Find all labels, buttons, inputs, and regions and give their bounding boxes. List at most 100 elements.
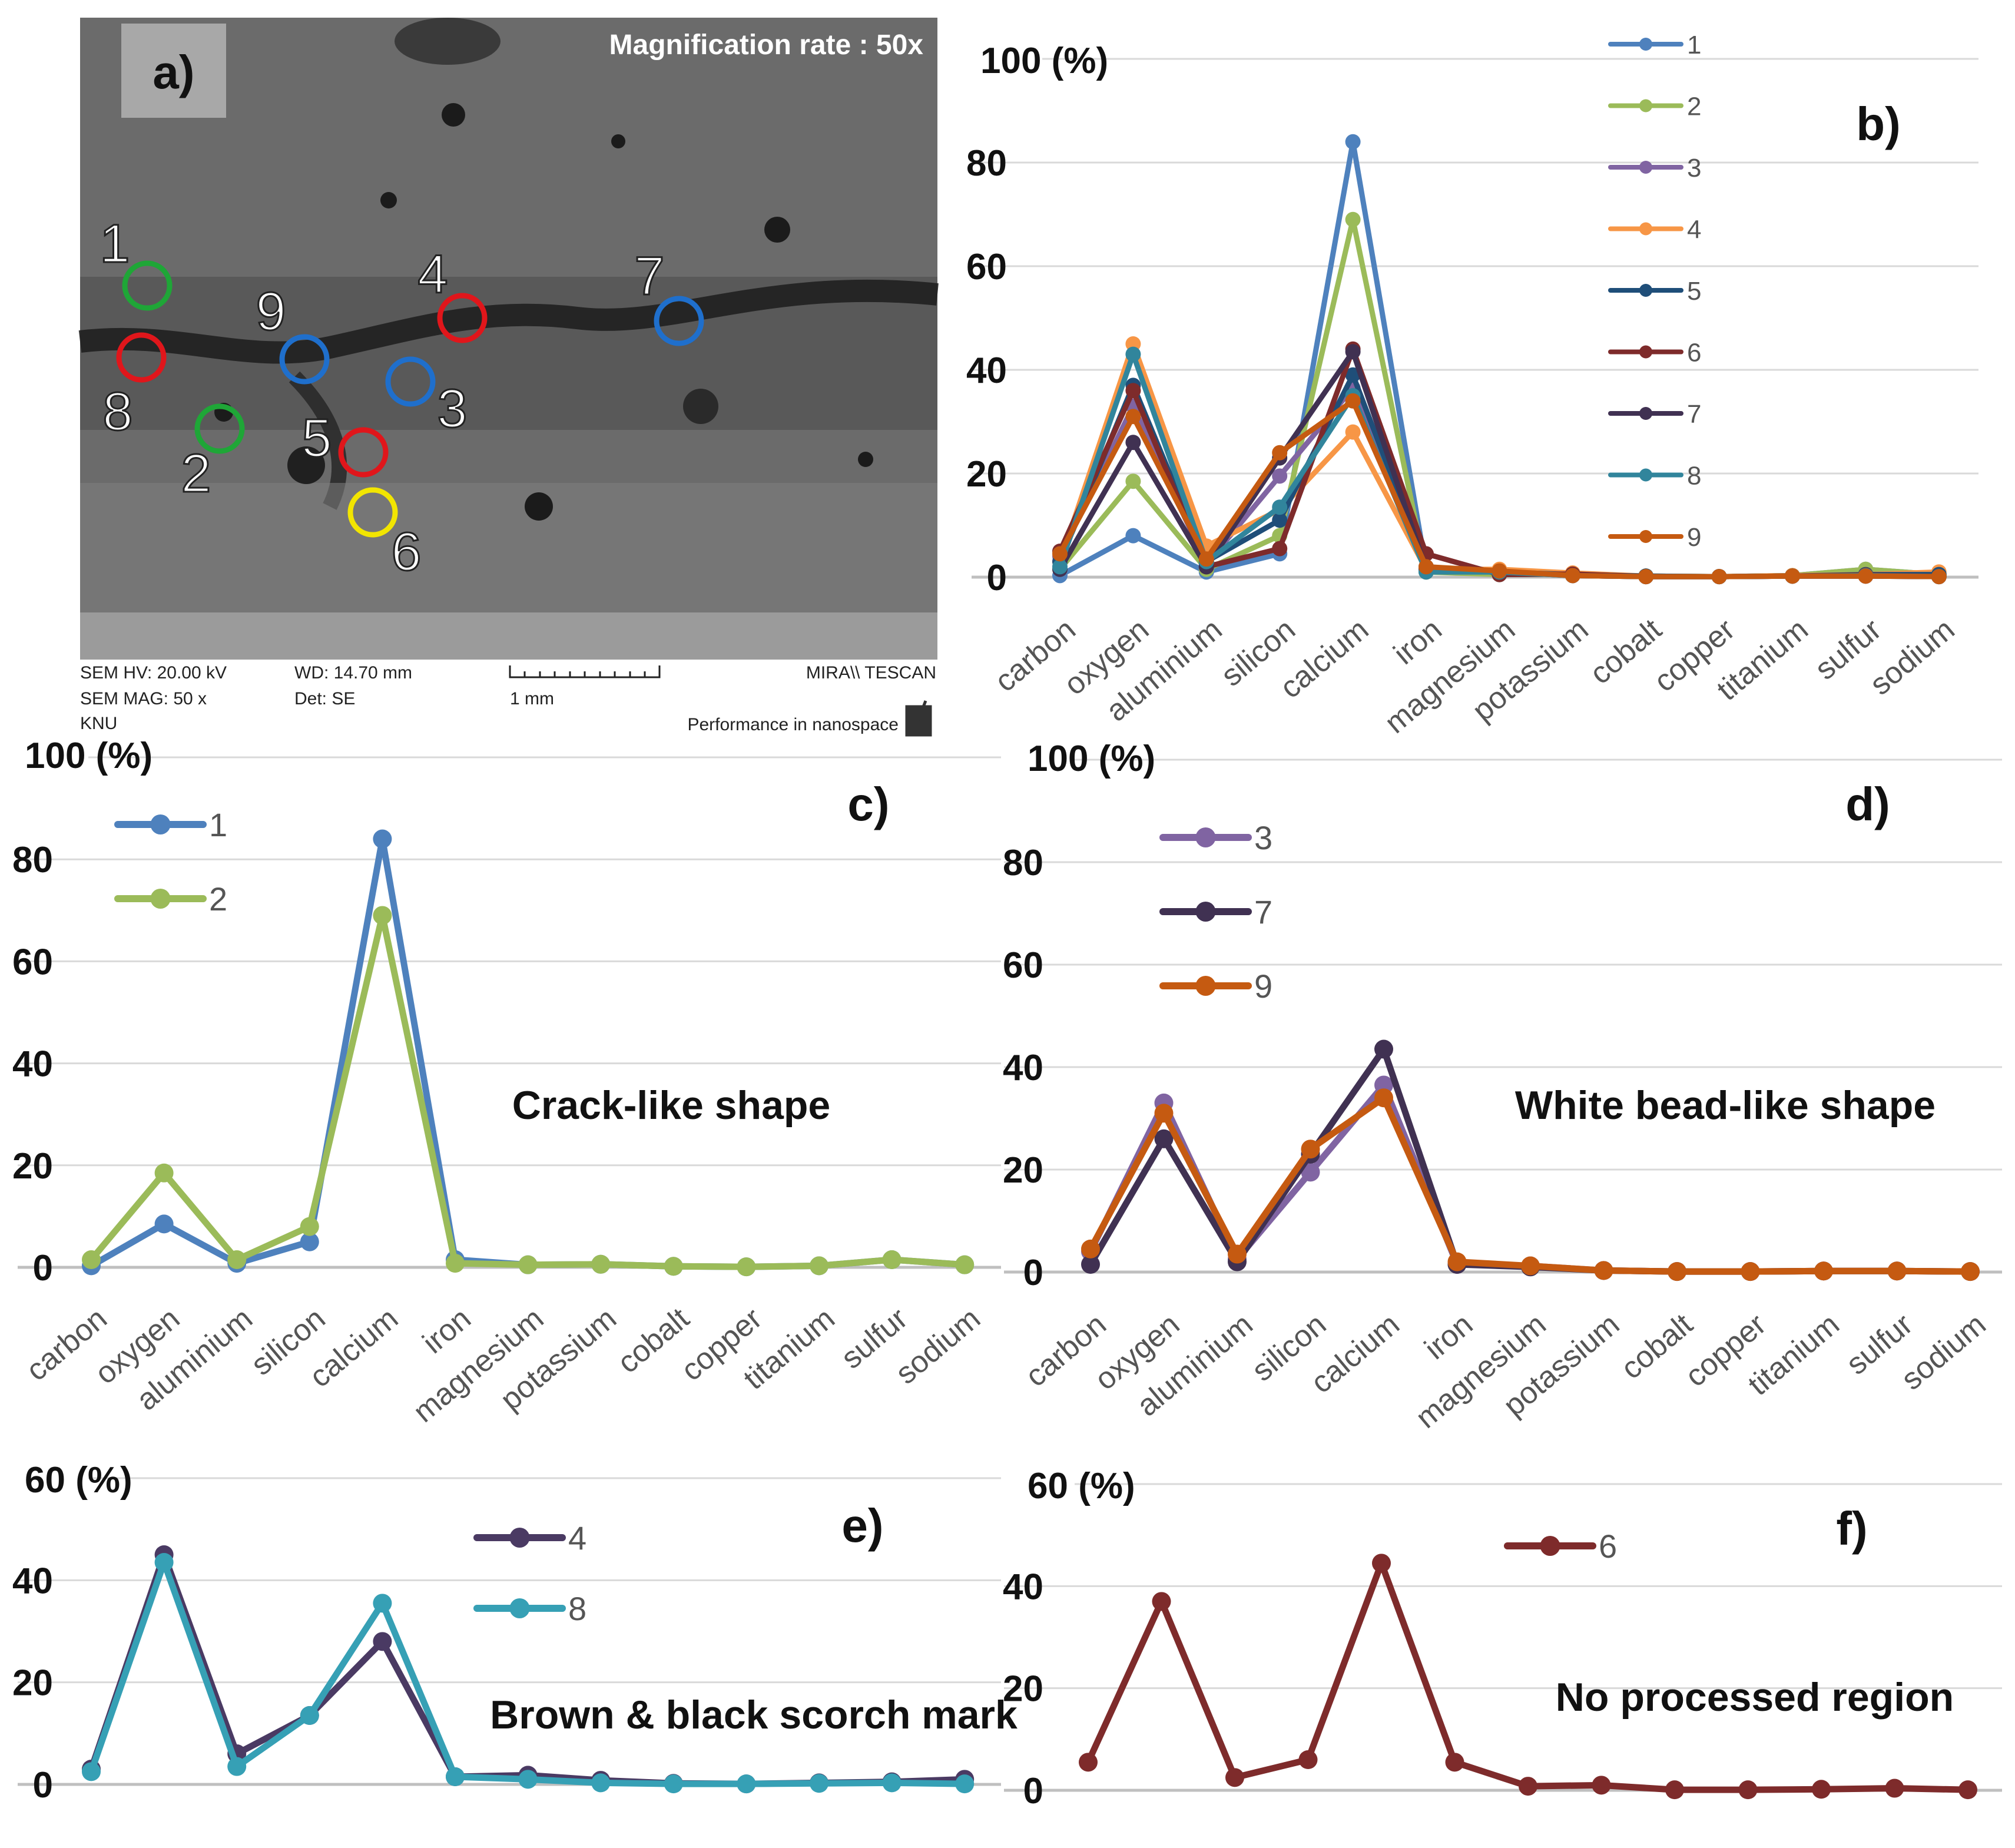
sem-point-label: 4 (417, 244, 448, 304)
sem-point-marker-8 (116, 332, 167, 383)
panel-label-e: e) (841, 1499, 883, 1552)
data-point-2-sodium (955, 1255, 975, 1274)
y-tick-label: 80 (1003, 843, 1043, 883)
data-point-7-calcium (1345, 344, 1361, 360)
data-point-9-carbon (1052, 546, 1068, 562)
data-point-2-cobalt (664, 1257, 683, 1276)
panel-label-d: d) (1845, 778, 1890, 830)
series-line-4 (88, 1551, 965, 1787)
data-point-8-titanium (810, 1774, 828, 1793)
data-point-5-silicon (1272, 512, 1288, 528)
data-point-9-calcium (1374, 1088, 1393, 1108)
data-point-8-silicon (300, 1706, 319, 1725)
data-point-7-carbon (1081, 1254, 1100, 1274)
sem-info-bar (80, 660, 937, 742)
y-tick-label: 40 (12, 1044, 53, 1085)
legend-label-8: 8 (1687, 461, 1701, 490)
y-tick-label: 0 (1023, 1771, 1043, 1811)
sem-point-label: 8 (102, 382, 132, 442)
data-point-2-titanium (810, 1256, 828, 1276)
data-point-2-potassium (591, 1254, 611, 1274)
legend-marker-3 (1195, 827, 1216, 847)
legend-marker-4 (1639, 222, 1652, 236)
legend-label-3: 3 (1254, 819, 1272, 856)
data-point-1-silicon (300, 1232, 319, 1251)
data-point-6-cobalt (1665, 1780, 1684, 1800)
y-tick-label: 0 (33, 1248, 53, 1289)
sem-point-marker-2 (194, 403, 245, 454)
data-point-9-carbon (1081, 1239, 1100, 1259)
y-axis-label: 100 (%) (980, 41, 1108, 81)
y-tick-label: 80 (966, 143, 1007, 184)
chart-annotation: Crack-like shape (512, 1083, 831, 1128)
y-tick-label: 20 (1003, 1150, 1043, 1191)
legend-label-6: 6 (1599, 1528, 1617, 1565)
data-point-9-iron (1447, 1252, 1467, 1271)
data-point-1-oxygen (154, 1214, 174, 1234)
data-point-9-silicon (1272, 445, 1288, 461)
data-point-8-calcium (373, 1594, 392, 1613)
legend-marker-5 (1639, 284, 1652, 297)
sem-point-marker-1 (122, 260, 173, 311)
legend-label-2: 2 (1687, 92, 1701, 121)
sem-point-label: 1 (100, 214, 130, 274)
sem-point-label: 7 (634, 246, 664, 306)
sem-point-marker-5 (338, 427, 389, 478)
panel-label-c: c) (847, 778, 889, 830)
data-point-6-carbon (1079, 1753, 1098, 1772)
data-point-8-cobalt (664, 1774, 683, 1794)
legend-marker-2 (1639, 99, 1652, 112)
legend-marker-3 (1639, 161, 1652, 174)
sem-mag: SEM MAG: 50 x (80, 689, 207, 708)
sem-lower-region (80, 483, 937, 618)
legend-marker-1 (1639, 38, 1652, 51)
sem-org: KNU (80, 714, 117, 733)
legend-marker-1 (150, 814, 171, 834)
legend-label-3: 3 (1687, 154, 1701, 183)
chart-annotation: No processed region (1556, 1675, 1954, 1720)
data-point-9-copper (1741, 1262, 1760, 1281)
data-point-9-titanium (1785, 568, 1800, 584)
sem-dark-patch (395, 18, 501, 65)
data-point-8-carbon (82, 1762, 101, 1781)
data-point-2-aluminium (227, 1250, 247, 1270)
panel-label-a: a) (153, 46, 194, 98)
legend-marker-9 (1195, 976, 1216, 996)
legend-label-7: 7 (1254, 893, 1272, 930)
sem-scale-bar (509, 665, 661, 678)
panel-label-box (121, 24, 226, 118)
sem-wd: WD: 14.70 mm (294, 663, 412, 683)
data-point-9-titanium (1814, 1261, 1833, 1281)
sem-panel: a) Magnification rate : 50x 1 2 3 4 56 7 8 9 SE… (78, 18, 939, 742)
sem-pore (858, 452, 873, 467)
legend-label-2: 2 (209, 880, 227, 918)
tescan-logo-icon (905, 700, 932, 737)
x-category-label: sodium (889, 1301, 987, 1391)
sem-det: Det: SE (294, 689, 355, 708)
data-point-6-oxygen (1152, 1592, 1171, 1611)
legend-label-7: 7 (1687, 400, 1701, 429)
data-point-6-oxygen (1125, 383, 1141, 399)
sem-pore (287, 446, 325, 484)
sem-hv: SEM HV: 20.00 kV (80, 663, 227, 683)
data-point-4-calcium (373, 1632, 392, 1651)
data-point-7-calcium (1374, 1039, 1393, 1059)
y-axis-label: 60 (%) (25, 1460, 132, 1501)
y-tick-label: 0 (1023, 1253, 1043, 1293)
data-point-9-silicon (1301, 1140, 1320, 1159)
chart-panel-f: 0 20 40 60 (%) f) 6 No processed region (1003, 1466, 2002, 1811)
x-category-label: sodium (1895, 1307, 1993, 1397)
data-point-9-potassium (1565, 568, 1580, 584)
legend-marker-7 (1195, 902, 1216, 922)
data-point-8-carbon (1052, 559, 1068, 575)
data-point-8-copper (737, 1774, 756, 1794)
data-point-7-oxygen (1125, 435, 1141, 451)
sem-pore (442, 103, 465, 127)
data-point-8-magnesium (518, 1770, 538, 1789)
y-tick-label: 40 (1003, 1567, 1043, 1607)
legend-label-1: 1 (1687, 31, 1701, 59)
legend-marker-9 (1639, 530, 1652, 543)
data-point-6-sulfur (1885, 1779, 1904, 1798)
data-point-9-sulfur (1887, 1261, 1907, 1281)
